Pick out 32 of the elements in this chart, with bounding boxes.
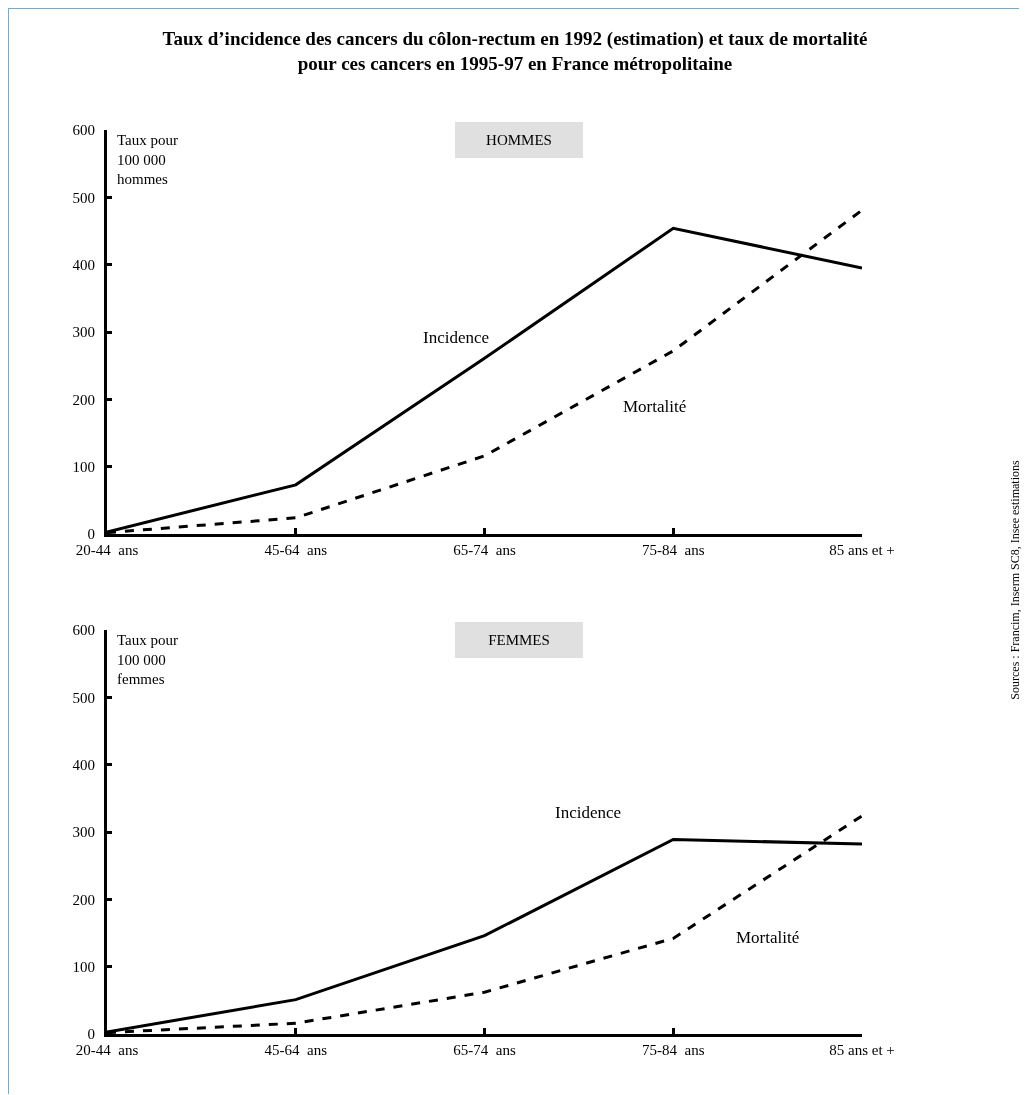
x-tick-label: 20-44 ans	[75, 542, 139, 558]
y-axis-title: Taux pour 100 000 hommes	[117, 132, 179, 187]
text: Incidence	[555, 803, 622, 822]
x-tick-label: 85 ans et +	[829, 542, 895, 558]
series-label: Incidence	[423, 328, 490, 347]
y-tick-label: 200	[72, 891, 95, 908]
y-tick-label: 100	[72, 458, 95, 475]
x-tick-label: 45-64 ans	[264, 542, 328, 558]
x-tick-label: 75-84 ans	[642, 1042, 705, 1058]
x-tick-label: 75-84 ans	[642, 542, 705, 558]
y-tick-label: 0	[87, 1026, 95, 1043]
y-tick-label: 200	[72, 391, 95, 408]
y-tick-label: 600	[72, 122, 95, 139]
x-tick-label: 65-74 ans	[453, 1042, 516, 1058]
y-tick-label: 500	[72, 689, 95, 706]
series-label: Mortalité	[736, 928, 800, 947]
x-tick-label: 20-44 ans	[75, 1042, 139, 1058]
x-tick-label: 85 ans et +	[829, 1042, 895, 1058]
y-tick-label: 300	[72, 824, 95, 841]
y-tick-label: 0	[87, 526, 95, 543]
y-axis-title: Taux pour 100 000 femmes	[117, 632, 179, 687]
y-tick-label: 600	[72, 622, 95, 639]
y-tick-label: 100	[72, 958, 95, 975]
series-label: Mortalité	[623, 397, 687, 416]
chart-title: Taux d’incidence des cancers du côlon-rectum en 1992 (estimation) et taux de mortalité pour ces cancers en 1995-97 en France métropolitaine	[161, 27, 869, 76]
x-tick-label: 65-74 ans	[453, 542, 516, 558]
x-tick-label: 45-64 ans	[264, 1042, 328, 1058]
y-tick-label: 500	[72, 189, 95, 206]
y-tick-label: 400	[72, 756, 95, 773]
source-note: Sources : Francim, Inserm SC8, Insee estimations	[1007, 460, 1023, 700]
y-tick-label: 300	[72, 324, 95, 341]
y-tick-label: 400	[72, 256, 95, 273]
